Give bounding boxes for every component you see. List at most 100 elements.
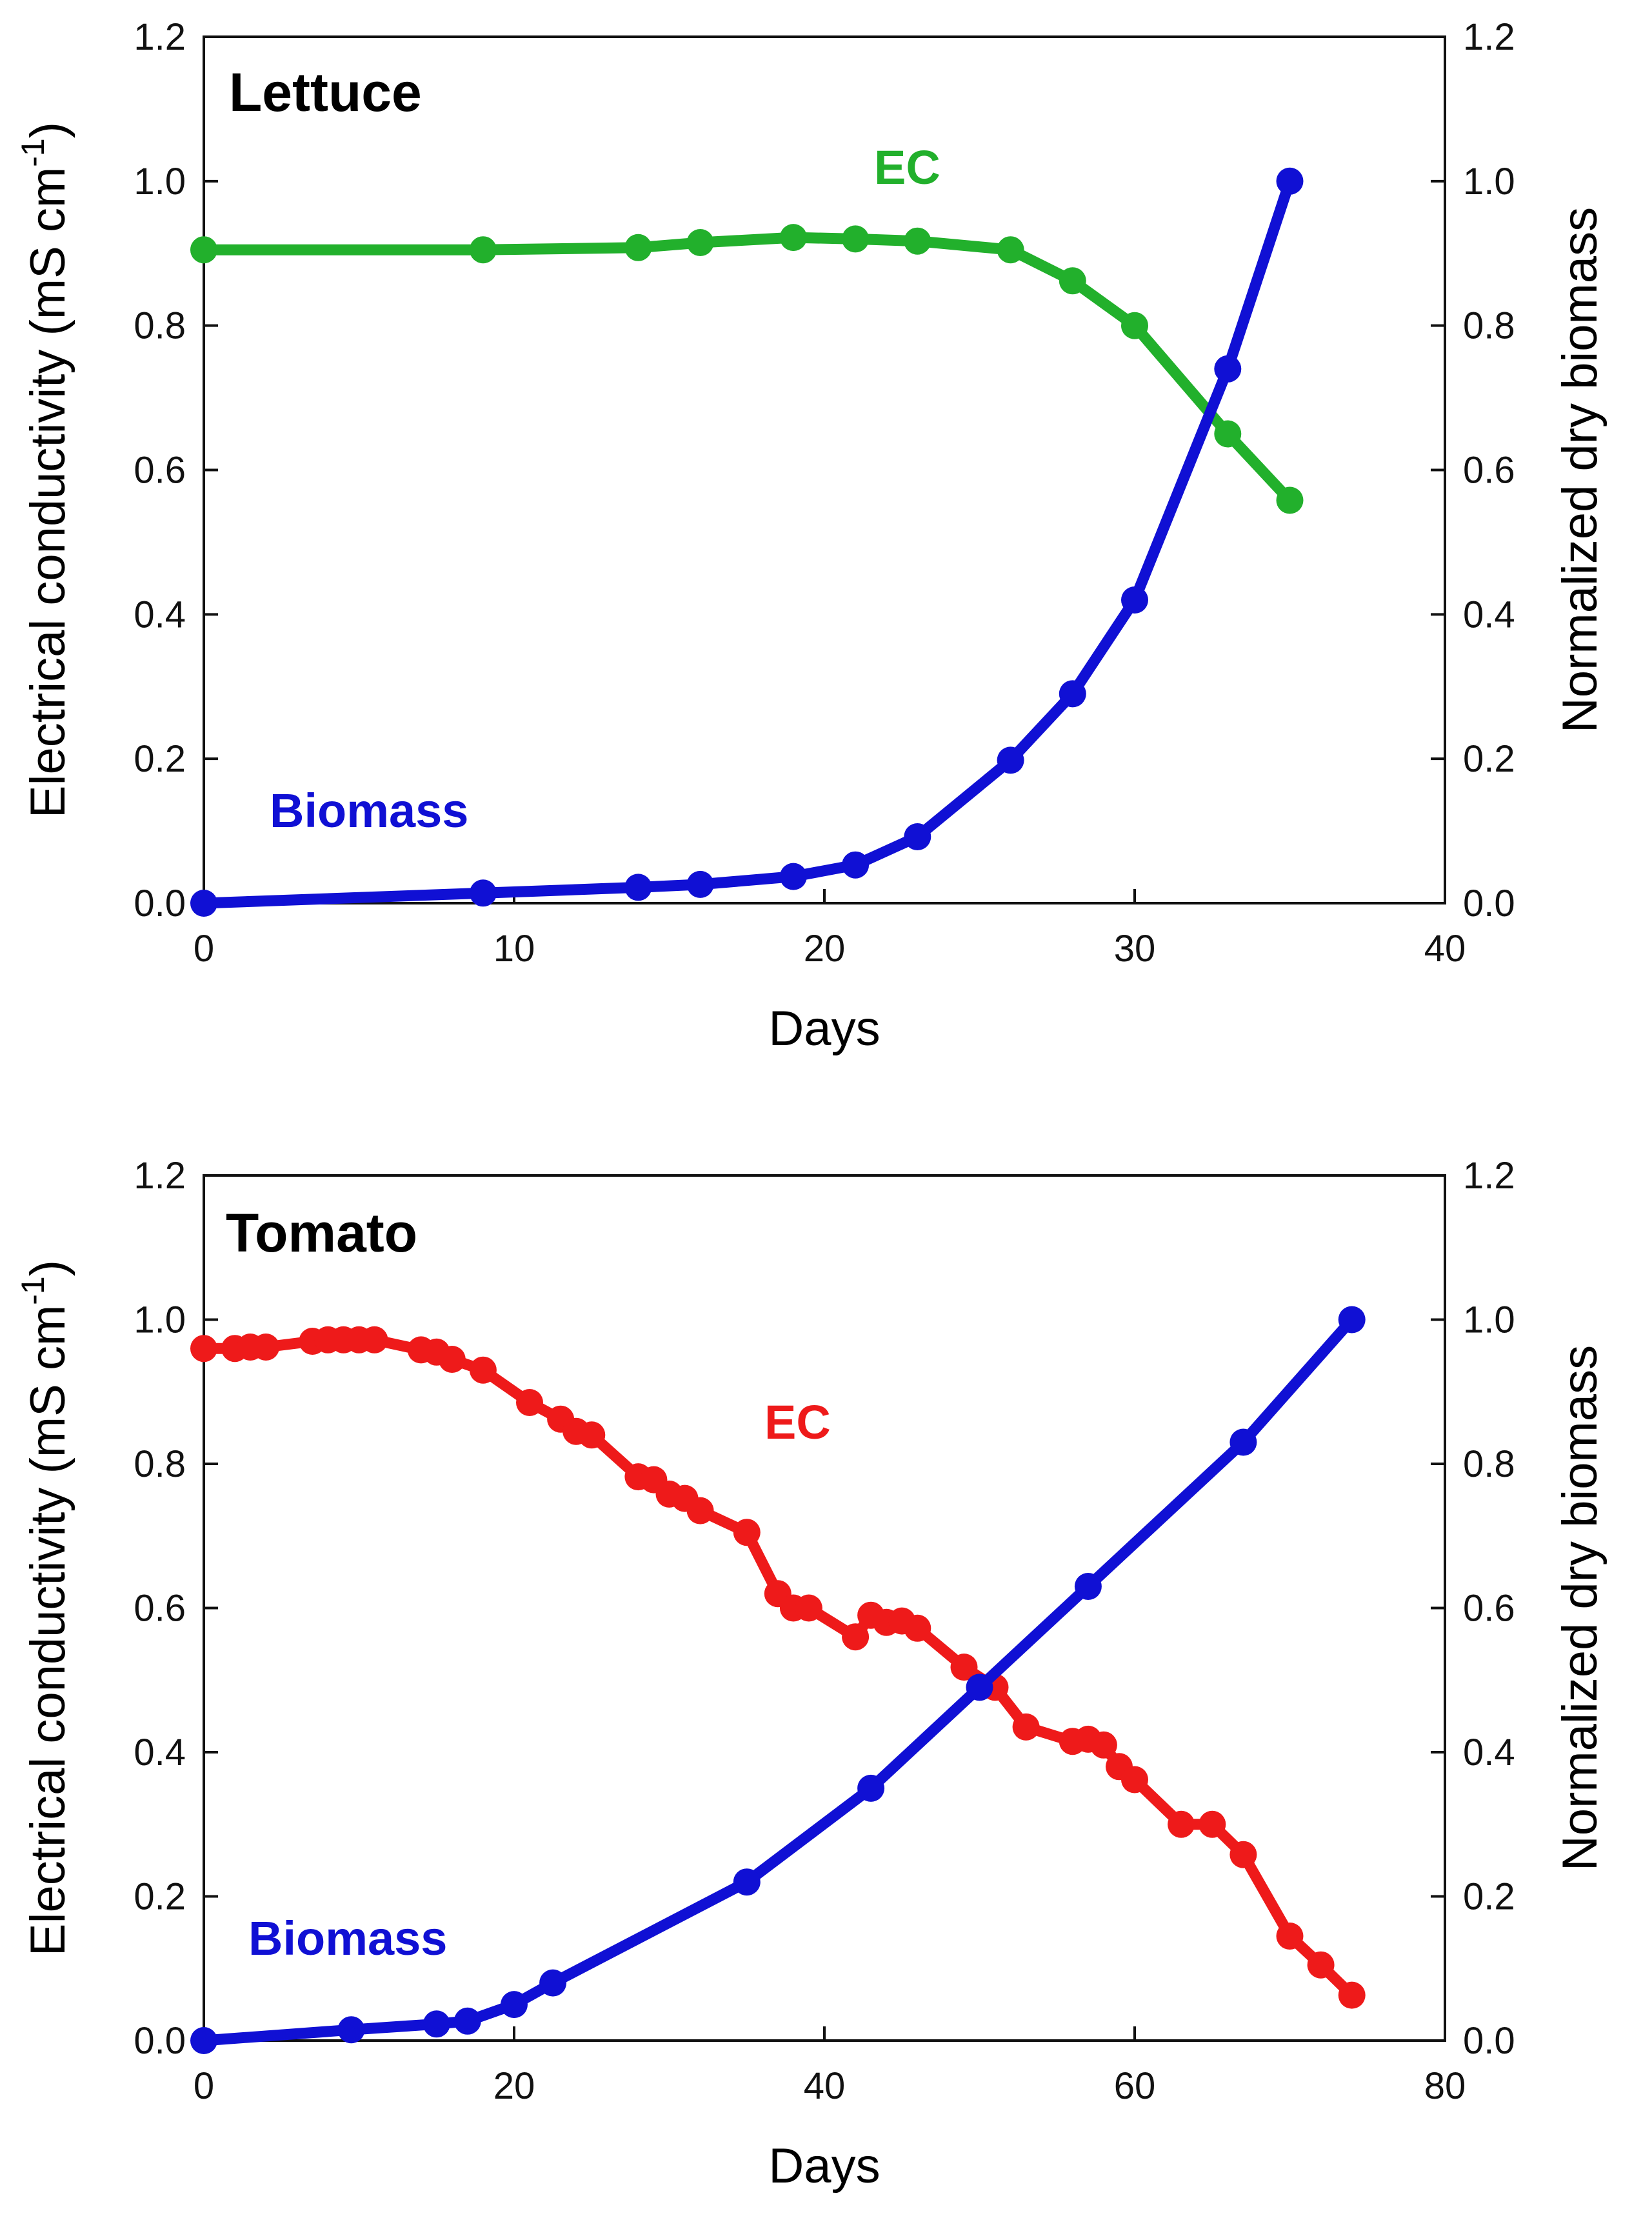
y-right-tick-label: 0.4 [1463,1732,1515,1773]
data-point-ec [686,1497,714,1524]
data-point-ec [516,1389,543,1416]
data-point-biomass [1059,680,1086,708]
data-point-ec [1307,1951,1335,1979]
x-tick-label: 40 [804,2065,846,2107]
data-point-biomass [1229,1428,1257,1456]
y-right-tick-label: 0.2 [1463,1876,1515,1918]
y-left-tick-label: 0.6 [134,1588,186,1630]
x-axis-title: Days [768,1001,880,1056]
data-point-ec [1090,1731,1117,1759]
data-point-ec [469,1356,497,1384]
x-tick-label: 10 [493,928,535,970]
y-right-tick-label: 0.8 [1463,1443,1515,1485]
x-tick-label: 60 [1114,2065,1156,2107]
x-tick-label: 20 [493,2065,535,2107]
data-point-ec [1059,267,1086,295]
data-point-ec [1338,1981,1366,2009]
data-point-ec [624,234,652,261]
data-point-biomass [1074,1573,1102,1600]
data-point-ec [1276,1923,1304,1950]
plot-frame [203,1174,1446,2042]
data-point-biomass [842,851,870,879]
data-point-biomass [857,1774,885,1802]
y-left-title-main: Electrical conductivity (mS cm [21,1305,75,1956]
series-ec: EC [190,141,1304,514]
data-point-ec [1199,1810,1226,1838]
y-right-tick-label: 0.6 [1463,1588,1515,1630]
series-line-biomass [198,175,1295,909]
x-tick-label: 30 [1114,928,1156,970]
data-point-biomass [539,1969,567,1997]
y-axis-ticks: 0.0 0.0 0.2 0.2 0.4 0.4 0.6 0.6 0.8 0.8 1.0 1.0 1.2 1… [134,16,1515,924]
data-point-biomass [779,863,807,890]
data-point-ec [190,236,217,264]
data-point-ec [842,1623,870,1651]
data-point-ec [733,1519,761,1546]
y-left-tick-label: 0.8 [134,1443,186,1485]
data-point-biomass [904,823,931,850]
y-right-tick-label: 1.2 [1463,1155,1515,1197]
y-right-axis-title: Normalized dry biomass [1553,1345,1607,1871]
y-right-tick-label: 0.6 [1463,450,1515,492]
y-left-axis-title: Electrical conductivity (mS cm-1) [15,1260,75,1956]
y-right-axis-title: Normalized dry biomass [1553,207,1607,733]
y-left-tick-label: 1.2 [134,16,186,58]
data-point-ec [1121,1766,1148,1793]
y-left-tick-label: 1.0 [134,1299,186,1341]
y-left-title-superscript: -1 [15,1276,51,1304]
y-right-tick-label: 0.0 [1463,2020,1515,2062]
data-point-ec [1121,312,1148,339]
data-point-biomass [966,1674,993,1701]
x-axis-ticks: 0 20 40 60 80 [194,2026,1466,2107]
data-point-ec [904,1614,931,1642]
y-left-tick-label: 0.8 [134,305,186,347]
data-point-ec [779,224,807,252]
y-right-tick-label: 0.0 [1463,883,1515,924]
data-point-biomass [469,879,497,907]
series-biomass: Biomass [190,167,1304,917]
data-point-ec [438,1346,466,1373]
y-left-tick-label: 0.4 [134,1732,186,1773]
data-point-biomass [501,1991,528,2019]
data-point-ec [795,1594,822,1622]
data-point-biomass [997,746,1024,774]
data-point-biomass [1121,586,1148,614]
data-point-biomass [337,2016,365,2044]
data-point-biomass [624,874,652,901]
y-left-title-suffix: ) [21,1260,75,1276]
y-left-tick-label: 1.0 [134,161,186,203]
data-point-biomass [1338,1306,1366,1334]
y-left-tick-label: 0.4 [134,594,186,635]
x-tick-label: 0 [194,2065,214,2107]
series-label-biomass: Biomass [248,1912,447,1965]
data-point-ec [904,227,931,255]
y-left-title-suffix: ) [21,122,75,138]
x-axis-ticks: 0 10 20 30 40 [194,889,1466,970]
y-left-tick-label: 0.0 [134,883,186,924]
series-biomass: Biomass [190,1306,1366,2054]
chart-panel-lettuce: 0 10 20 30 400.0 0.00.2 0.20.4 0.40.6 0.60.8 0.81… [15,16,1607,1056]
data-point-biomass [1276,167,1304,195]
data-point-biomass [190,890,217,917]
series-label-biomass: Biomass [270,784,468,837]
data-point-ec [1012,1713,1040,1741]
y-right-tick-label: 1.0 [1463,1299,1515,1341]
data-point-ec [950,1654,978,1681]
data-point-ec [190,1335,217,1363]
series-line-ec [198,232,1295,506]
data-point-ec [469,236,497,264]
y-left-tick-label: 0.0 [134,2020,186,2062]
series-ec: EC [190,1326,1366,2009]
x-tick-label: 0 [194,928,214,970]
chart-panel-tomato: 0 20 40 60 800.0 0.00.2 0.20.4 0.40.6 0.60.8 0.81… [15,1155,1607,2193]
panel-title: Lettuce [229,62,422,123]
y-right-tick-label: 1.2 [1463,16,1515,58]
y-left-title-superscript: -1 [15,138,51,166]
y-left-tick-label: 0.2 [134,738,186,780]
data-point-ec [252,1334,280,1361]
x-axis-title: Days [768,2139,880,2193]
data-point-ec [578,1421,606,1449]
x-tick-label: 80 [1424,2065,1466,2107]
series-line-biomass [198,1314,1358,2046]
